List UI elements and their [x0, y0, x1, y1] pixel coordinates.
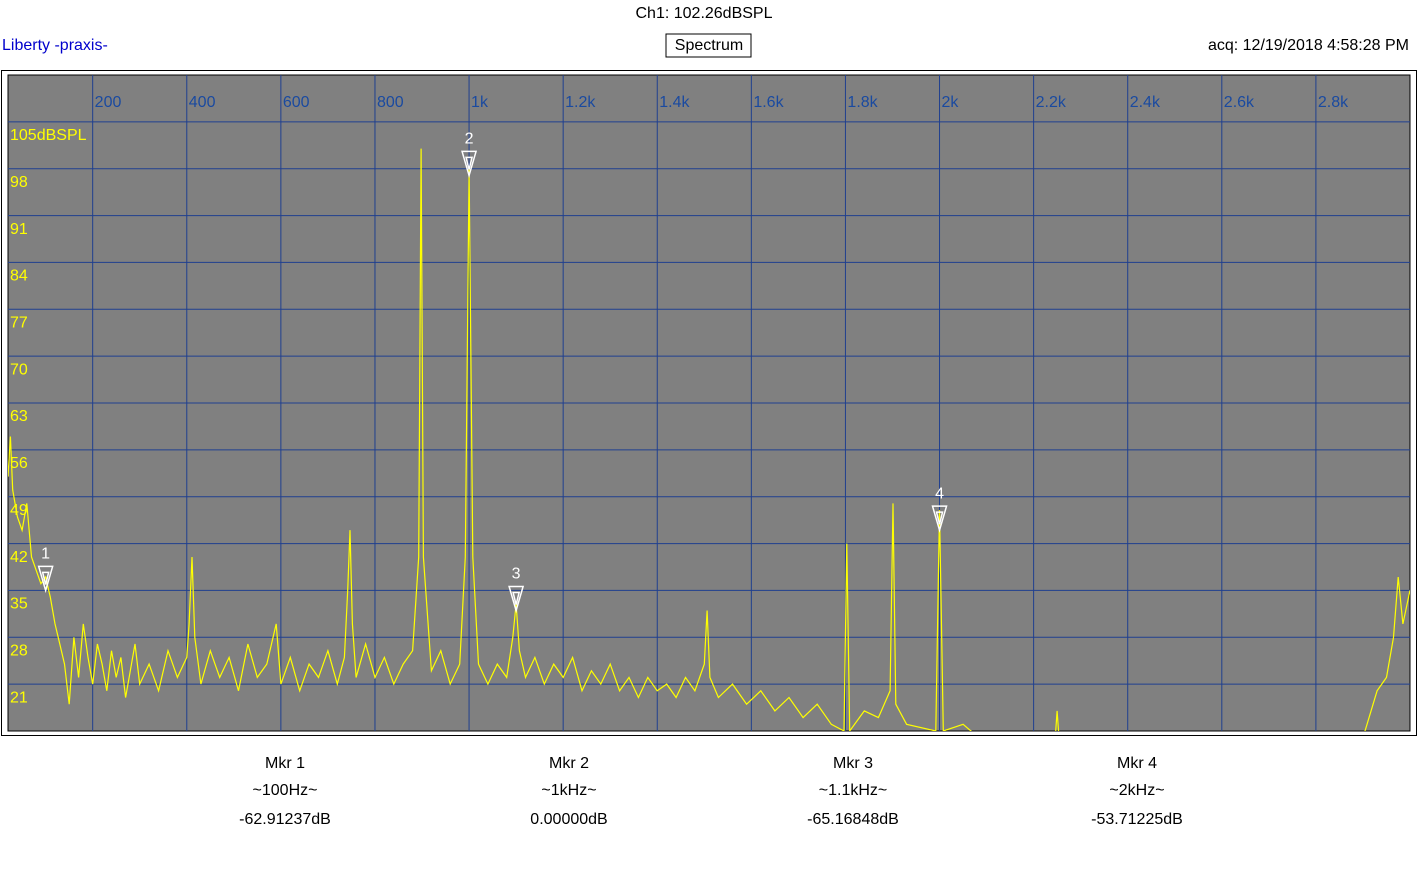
marker-triangle — [37, 565, 54, 594]
x-tick-label: 2.4k — [1130, 94, 1161, 111]
y-tick-label: 98 — [10, 174, 28, 191]
y-tick-label: 28 — [10, 643, 28, 660]
y-tick-label: 105dBSPL — [10, 127, 87, 144]
x-tick-label: 1.4k — [659, 94, 690, 111]
readout-frequency: ~1kHz~ — [541, 782, 596, 799]
y-tick-label: 35 — [10, 596, 28, 613]
y-tick-label: 49 — [10, 502, 28, 519]
readout-value: 0.00000dB — [530, 811, 607, 828]
readout-frequency: ~2kHz~ — [1109, 782, 1164, 799]
x-tick-label: 1.8k — [847, 94, 878, 111]
readout-frequency: ~1.1kHz~ — [819, 782, 887, 799]
x-tick-label: 600 — [283, 94, 310, 111]
y-tick-label: 91 — [10, 221, 28, 238]
channel-level: Ch1: 102.26dBSPL — [636, 5, 773, 22]
readout-value: -62.91237dB — [239, 811, 331, 828]
readout-value: -53.71225dB — [1091, 811, 1183, 828]
x-tick-label: 800 — [377, 94, 404, 111]
readout-name: Mkr 2 — [549, 755, 589, 772]
y-tick-label: 56 — [10, 455, 28, 472]
x-tick-label: 2.8k — [1318, 94, 1349, 111]
acquisition-time: acq: 12/19/2018 4:58:28 PM — [1208, 37, 1409, 54]
spectrum-trace — [8, 148, 1410, 731]
readout-name: Mkr 3 — [833, 755, 873, 772]
readout-name: Mkr 4 — [1117, 755, 1157, 772]
readout-value: -65.16848dB — [807, 811, 899, 828]
readout-name: Mkr 1 — [265, 755, 305, 772]
x-tick-label: 2k — [942, 94, 960, 111]
title-box — [665, 33, 752, 58]
x-tick-label: 200 — [95, 94, 122, 111]
marker-label: 2 — [465, 131, 474, 148]
chart-title: Spectrum — [675, 37, 743, 54]
marker-label: 3 — [512, 566, 521, 583]
source-name: Liberty -praxis- — [2, 37, 108, 54]
x-tick-label: 2.2k — [1036, 94, 1067, 111]
y-tick-label: 77 — [10, 315, 28, 332]
x-tick-label: 400 — [189, 94, 216, 111]
x-tick-label: 1.2k — [565, 94, 596, 111]
x-tick-label: 1k — [471, 94, 489, 111]
y-tick-label: 70 — [10, 361, 28, 378]
y-tick-label: 21 — [10, 689, 28, 706]
marker-triangle — [508, 585, 525, 614]
readout-frequency: ~100Hz~ — [253, 782, 318, 799]
y-tick-label: 42 — [10, 549, 28, 566]
y-tick-label: 63 — [10, 408, 28, 425]
x-tick-label: 1.6k — [753, 94, 784, 111]
marker-label: 1 — [41, 546, 50, 563]
x-tick-label: 2.6k — [1224, 94, 1255, 111]
marker-triangle — [931, 505, 948, 533]
marker-label: 4 — [935, 485, 944, 502]
y-tick-label: 84 — [10, 268, 28, 285]
marker-triangle — [461, 150, 478, 179]
